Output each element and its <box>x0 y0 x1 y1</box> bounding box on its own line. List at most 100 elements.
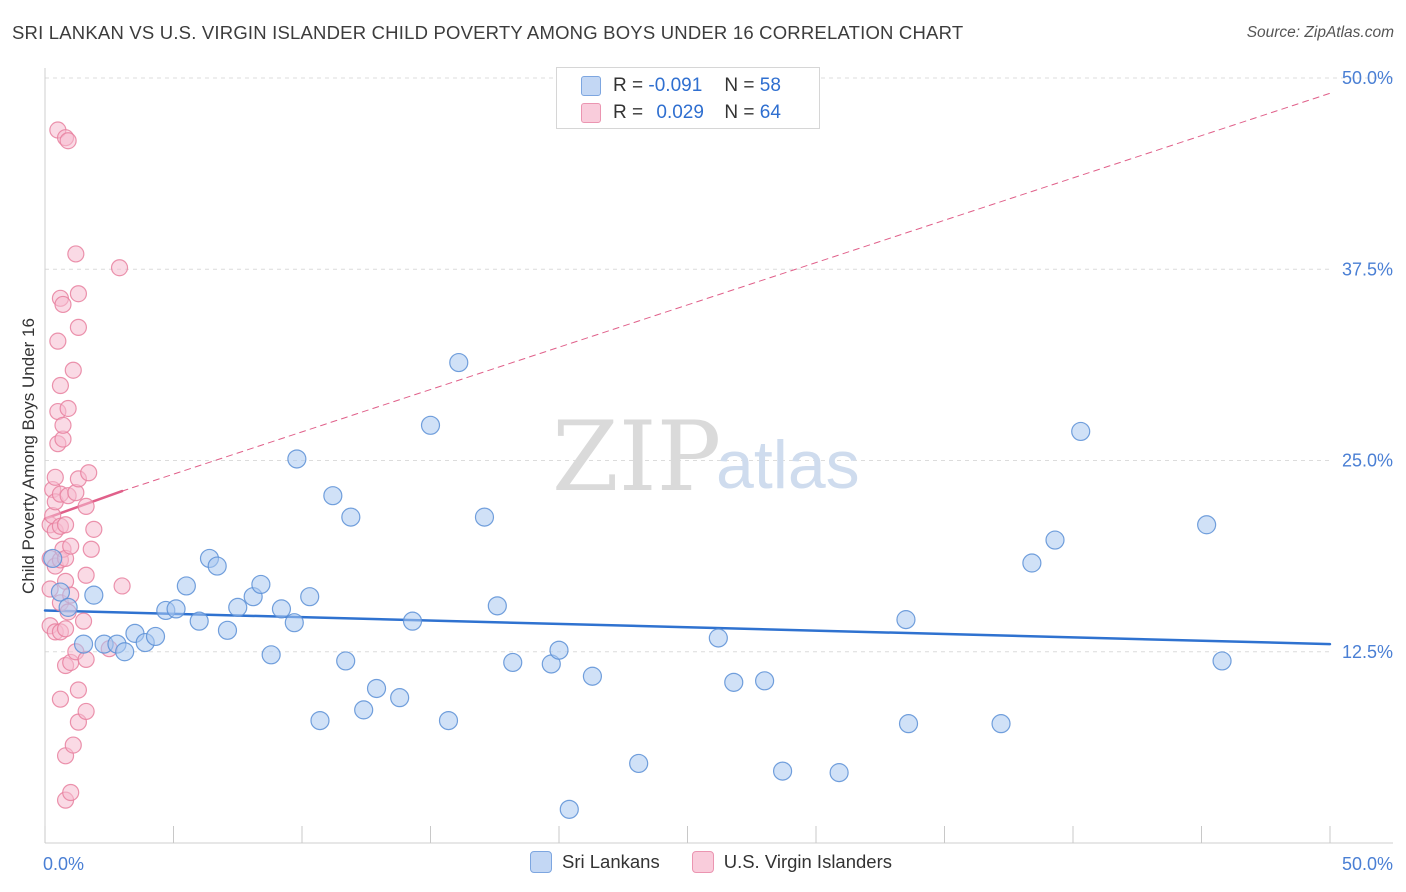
data-point-virgin-islanders <box>67 245 85 263</box>
data-point-sri-lankans <box>354 700 374 720</box>
legend-item-sri-lankans[interactable]: Sri Lankans <box>530 851 660 873</box>
data-point-sri-lankans <box>559 799 579 819</box>
data-point-sri-lankans <box>166 599 186 619</box>
data-point-sri-lankans <box>629 753 649 774</box>
data-point-sri-lankans <box>271 599 292 619</box>
data-point-virgin-islanders <box>85 520 103 538</box>
data-point-sri-lankans <box>474 507 495 527</box>
data-point-sri-lankans <box>300 587 320 607</box>
data-point-sri-lankans <box>1071 421 1091 442</box>
data-point-virgin-islanders <box>77 497 95 515</box>
data-point-virgin-islanders <box>69 285 88 303</box>
legend-swatch-pink <box>691 851 714 873</box>
r-value: -0.091 <box>648 75 703 96</box>
tick-labels: 12.5% 25.0% 37.5% 50.0% 0.0% 50.0% <box>43 68 1393 874</box>
data-point-sri-lankans <box>582 666 603 686</box>
data-point-virgin-islanders <box>51 690 70 708</box>
y-tick-label: 50.0% <box>1342 68 1393 88</box>
chart-title: SRI LANKAN VS U.S. VIRGIN ISLANDER CHILD… <box>12 22 964 43</box>
n-value: 64 <box>759 102 781 123</box>
watermark: ZIP atlas <box>552 401 860 513</box>
data-point-sri-lankans <box>829 763 849 783</box>
data-point-sri-lankans <box>991 714 1011 734</box>
legend-swatch-blue <box>530 851 552 873</box>
data-point-sri-lankans <box>549 640 569 660</box>
source-attribution: Source: ZipAtlas.com <box>1246 24 1394 41</box>
n-label: N = <box>724 102 755 123</box>
data-point-virgin-islanders <box>59 399 77 418</box>
data-point-virgin-islanders <box>62 783 80 802</box>
data-point-virgin-islanders <box>64 736 82 754</box>
data-point-sri-lankans <box>438 710 459 731</box>
data-point-virgin-islanders <box>69 681 88 699</box>
n-label: N = <box>724 75 755 96</box>
data-point-virgin-islanders <box>51 376 70 395</box>
data-point-sri-lankans <box>189 611 209 631</box>
data-point-sri-lankans <box>73 634 94 654</box>
watermark-zip: ZIP <box>552 401 721 513</box>
data-point-sri-lankans <box>310 710 330 731</box>
data-point-sri-lankans <box>323 486 343 506</box>
data-point-sri-lankans <box>115 642 135 662</box>
data-point-sri-lankans <box>724 672 744 692</box>
data-point-sri-lankans <box>43 548 63 569</box>
data-point-sri-lankans <box>84 585 104 605</box>
data-point-virgin-islanders <box>59 132 77 150</box>
legend-item-virgin-islanders[interactable]: U.S. Virgin Islanders <box>691 851 892 873</box>
watermark-atlas: atlas <box>716 427 860 503</box>
data-point-sri-lankans <box>449 352 469 373</box>
data-point-virgin-islanders <box>110 259 129 277</box>
correlation-legend: R = -0.091 N = 58 R = 0.029 N = 64 <box>556 67 820 129</box>
data-point-sri-lankans <box>898 714 919 734</box>
r-label: R = <box>613 75 644 96</box>
data-point-sri-lankans <box>420 415 441 435</box>
legend-row-sri-lankans: R = -0.091 N = 58 <box>581 74 781 98</box>
series-legend: Sri Lankans U.S. Virgin Islanders <box>530 851 924 873</box>
data-point-sri-lankans <box>487 596 507 616</box>
y-tick-label: 12.5% <box>1342 642 1393 662</box>
data-point-sri-lankans <box>336 651 356 671</box>
data-point-virgin-islanders <box>77 702 95 721</box>
data-point-sri-lankans <box>50 582 71 602</box>
data-point-sri-lankans <box>1212 651 1232 671</box>
data-point-sri-lankans <box>896 610 916 630</box>
legend-swatch-blue <box>581 76 601 96</box>
data-point-sri-lankans <box>1045 530 1065 550</box>
data-point-virgin-islanders <box>49 332 67 350</box>
data-point-sri-lankans <box>228 597 248 617</box>
data-point-sri-lankans <box>284 613 304 633</box>
data-point-virgin-islanders <box>56 620 75 638</box>
x-tick-label-max: 50.0% <box>1342 854 1393 874</box>
data-point-virgin-islanders <box>64 361 82 379</box>
n-value: 58 <box>759 75 781 96</box>
x-tick-label-min: 0.0% <box>43 854 84 874</box>
data-point-sri-lankans <box>217 620 238 640</box>
data-point-sri-lankans <box>366 678 387 699</box>
y-axis-label: Child Poverty Among Boys Under 16 <box>19 318 38 594</box>
y-tick-label: 25.0% <box>1342 451 1393 471</box>
data-point-virgin-islanders <box>113 577 131 595</box>
data-point-virgin-islanders <box>77 566 95 584</box>
data-point-sri-lankans <box>261 645 281 665</box>
data-point-sri-lankans <box>1022 553 1042 573</box>
trend-line <box>43 609 1332 646</box>
r-label: R = <box>613 102 644 123</box>
grid-lines <box>45 77 1393 653</box>
series-sri-lankans <box>43 352 1232 819</box>
data-point-virgin-islanders <box>69 318 88 336</box>
legend-swatch-pink <box>581 103 601 123</box>
data-point-virgin-islanders <box>74 612 93 630</box>
data-point-sri-lankans <box>58 597 78 617</box>
legend-row-virgin-islanders: R = 0.029 N = 64 <box>581 101 781 125</box>
data-point-sri-lankans <box>1197 515 1217 535</box>
data-point-virgin-islanders <box>54 295 72 314</box>
data-point-virgin-islanders <box>62 537 80 555</box>
data-point-sri-lankans <box>207 556 227 576</box>
series-virgin-islanders <box>41 121 131 809</box>
data-point-sri-lankans <box>754 671 775 691</box>
data-point-sri-lankans <box>402 611 423 631</box>
data-point-sri-lankans <box>287 449 307 469</box>
data-point-sri-lankans <box>708 628 728 648</box>
data-point-virgin-islanders <box>54 416 72 434</box>
